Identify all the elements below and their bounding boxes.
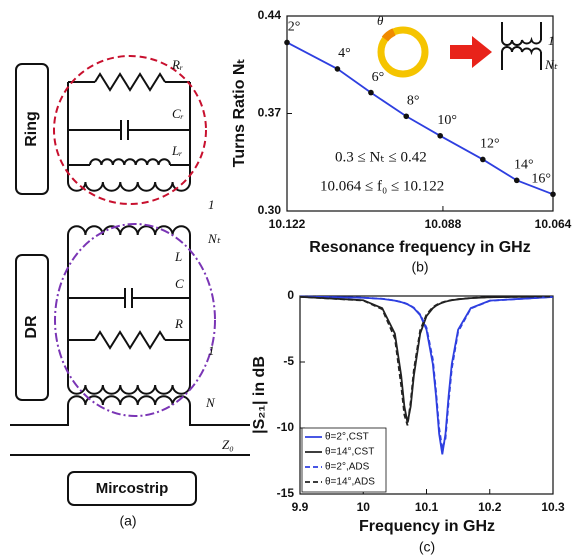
marker — [334, 66, 341, 72]
y-tick-label: -5 — [283, 354, 294, 368]
y-tick-label: 0.30 — [258, 203, 282, 217]
inset: θ 1 Nₜ — [377, 13, 559, 78]
microstrip-label: Mircostrip — [96, 480, 169, 497]
legend-label: θ=14°,CST — [325, 447, 374, 458]
resistor-dr — [94, 330, 166, 350]
ring-wires — [67, 81, 191, 182]
component-label: Cᵣ — [172, 106, 184, 121]
microstrip-line — [10, 405, 250, 456]
y-tick-label: 0.37 — [258, 106, 282, 120]
series-line — [299, 295, 554, 426]
x-axis-label: Resonance frequency in GHz — [309, 239, 530, 256]
marker — [550, 191, 556, 198]
caption-a: (a) — [119, 513, 136, 529]
x-tick-label: 10.122 — [269, 217, 306, 231]
component-label: N — [205, 395, 216, 410]
caption: (b) — [411, 259, 428, 275]
annotation: 10.064 ≤ f₀ ≤ 10.122 — [320, 178, 444, 194]
ring-outline — [53, 55, 207, 205]
y-axis-label: Turns Ratio Nₜ — [231, 59, 248, 168]
component-label: 1 — [208, 197, 215, 212]
y-tick-label: 0.44 — [258, 8, 282, 22]
coils — [67, 158, 191, 406]
marker — [403, 113, 410, 120]
marker — [368, 89, 374, 96]
component-label: 1 — [208, 343, 215, 358]
coil — [67, 225, 191, 236]
x-tick-label: 10.3 — [541, 500, 565, 514]
ring-label: Ring — [23, 111, 40, 147]
x-tick-label: 10.064 — [535, 217, 572, 231]
arrow-icon — [450, 36, 492, 68]
series-line — [299, 295, 554, 450]
point-label: 12° — [480, 137, 500, 152]
transformer-wires — [501, 22, 542, 70]
ring-gap — [381, 28, 396, 42]
marker — [480, 156, 486, 163]
component-label: Nₜ — [207, 231, 222, 246]
x-tick-label: 10.088 — [425, 217, 462, 231]
x-tick-label: 9.9 — [292, 500, 309, 514]
annotation: 0.3 ≤ Nₜ ≤ 0.42 — [335, 149, 427, 165]
series-line — [286, 41, 554, 196]
caption: (c) — [419, 539, 435, 555]
point-label: 6° — [372, 70, 385, 85]
resistor-r — [94, 72, 166, 92]
component-label: Z₀ — [222, 437, 234, 452]
coil — [67, 395, 191, 406]
point-label: 14° — [514, 158, 534, 173]
circuit-diagram: Ring DR Mircostrip (a) Rᵣ Cᵣ Lᵣ 1 Nₜ L C… — [10, 55, 250, 529]
point-label: 10° — [437, 113, 457, 128]
point-label: 16° — [531, 172, 551, 187]
inset-label: Nₜ — [544, 57, 559, 72]
x-tick-label: 10.1 — [415, 500, 439, 514]
x-axis-label: Frequency in GHz — [359, 518, 495, 535]
y-axis-label: |S₂₁| in dB — [251, 356, 268, 434]
point-label: 4° — [338, 46, 351, 61]
point-label: 2° — [288, 20, 301, 35]
dr-box — [15, 254, 49, 401]
component-label: R — [174, 316, 183, 331]
capacitor-r — [120, 120, 129, 140]
component-label: Rᵣ — [171, 57, 183, 72]
dr-label: DR — [23, 315, 40, 339]
legend-label: θ=14°,ADS — [325, 477, 375, 488]
y-tick-label: -10 — [277, 420, 295, 434]
component-label: Lᵣ — [171, 143, 182, 158]
x-tick-label: 10.2 — [478, 500, 502, 514]
dr-outline — [54, 223, 216, 417]
marker — [437, 132, 443, 139]
legend-label: θ=2°,ADS — [325, 462, 370, 473]
inset-label: θ — [377, 13, 384, 28]
x-tick-label: 10 — [357, 500, 371, 514]
ring-icon — [377, 26, 429, 78]
coil — [67, 384, 191, 395]
inset-label: 1 — [548, 33, 555, 48]
point-label: 8° — [407, 94, 420, 109]
microstrip-box — [67, 471, 197, 506]
marker — [513, 177, 520, 184]
transformer-icon — [501, 36, 542, 56]
capacitor-dr — [124, 288, 133, 308]
marker — [284, 39, 290, 46]
component-label: C — [175, 276, 184, 291]
component-label: L — [174, 249, 182, 264]
legend-label: θ=2°,CST — [325, 432, 369, 443]
y-tick-label: -15 — [277, 486, 295, 500]
coil — [67, 181, 191, 192]
ring-box — [15, 63, 49, 195]
dr-wires — [67, 235, 191, 385]
y-tick-label: 0 — [287, 288, 294, 302]
coil — [89, 158, 171, 166]
